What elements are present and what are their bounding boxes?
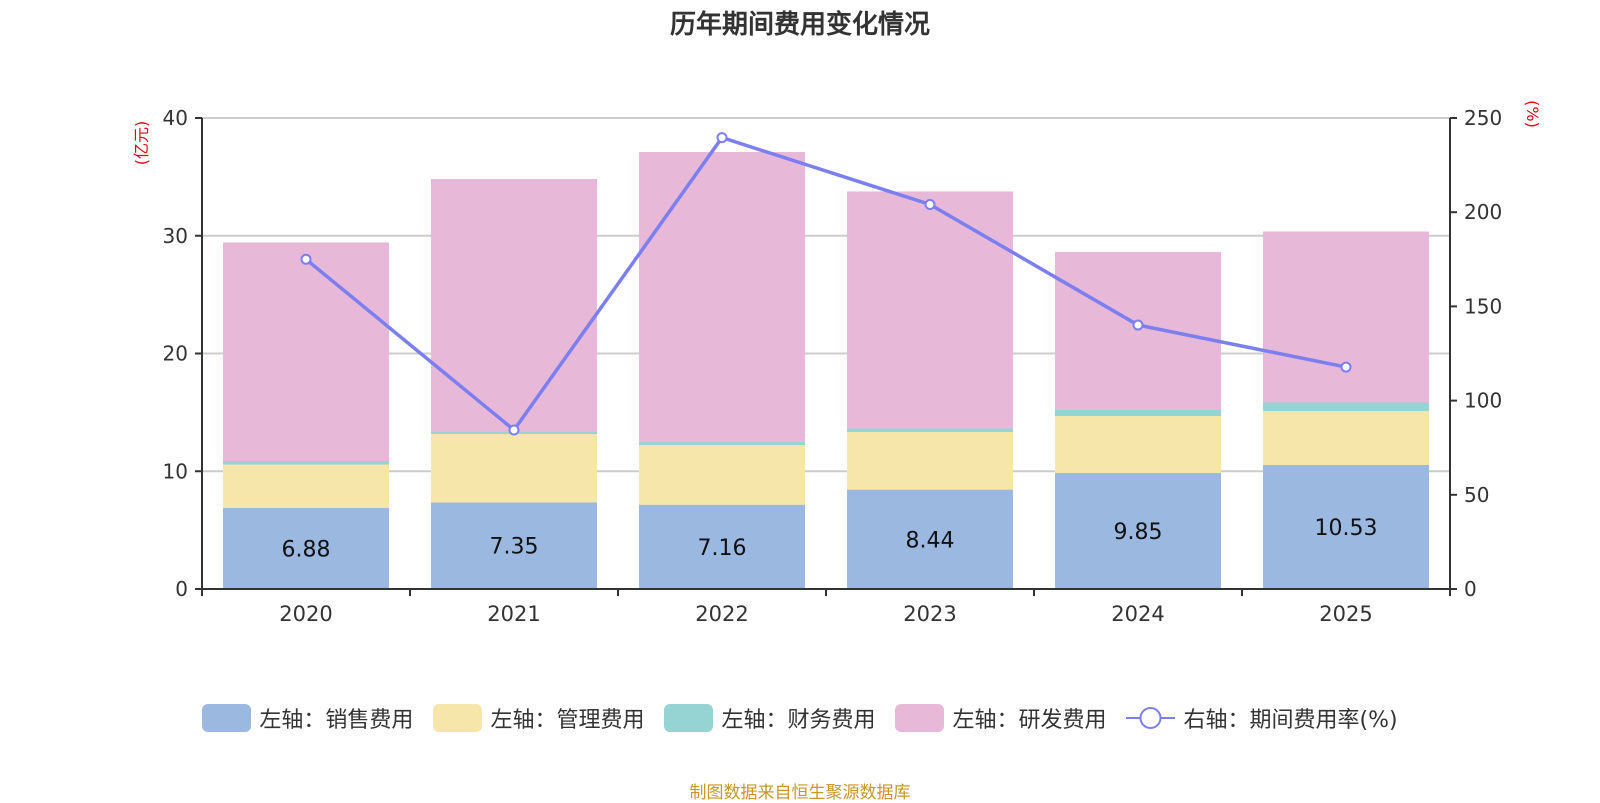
bar-segment-2022-3 xyxy=(639,152,805,443)
legend-item-3[interactable]: 左轴：研发费用 xyxy=(895,702,1106,734)
bar-segment-2022-2 xyxy=(639,442,805,445)
left-tick-label: 0 xyxy=(175,577,188,601)
legend-swatch xyxy=(895,704,945,732)
legend-circle xyxy=(1139,707,1162,729)
line-series xyxy=(300,132,1352,436)
expense-rate-point-2022 xyxy=(716,132,728,144)
legend-label: 左轴：销售费用 xyxy=(259,708,414,733)
bar-segment-2025-0 xyxy=(1263,465,1429,589)
expense-rate-point-2024 xyxy=(1132,319,1144,331)
legend-label: 左轴：研发费用 xyxy=(952,708,1107,733)
bar-segment-2023-2 xyxy=(847,428,1013,433)
right-tick-label: 50 xyxy=(1464,483,1489,507)
chart-title: 历年期间费用变化情况 xyxy=(669,10,930,40)
left-tick-label: 20 xyxy=(163,342,188,366)
left-tick-label: 10 xyxy=(163,459,188,483)
data-label-2023: 8.44 xyxy=(906,528,955,553)
left-tick-label: 40 xyxy=(163,106,188,130)
legend-item-0[interactable]: 左轴：销售费用 xyxy=(202,702,413,734)
data-label-2021: 7.35 xyxy=(490,535,539,560)
x-tick-label: 2020 xyxy=(279,602,332,626)
legend-swatch xyxy=(664,704,714,732)
bar-segment-2025-2 xyxy=(1263,402,1429,411)
right-tick-label: 150 xyxy=(1464,294,1502,318)
data-label-2025: 10.53 xyxy=(1315,516,1378,541)
bar-segment-2020-3 xyxy=(223,242,389,462)
bar-segment-2023-0 xyxy=(847,489,1013,589)
legend-item-1[interactable]: 左轴：管理费用 xyxy=(433,702,644,734)
bar-segment-2021-3 xyxy=(431,178,597,433)
expense-rate-point-2023 xyxy=(924,198,936,210)
bar-segment-2022-1 xyxy=(639,444,805,505)
left-tick-label: 30 xyxy=(163,224,188,248)
legend-item-2[interactable]: 左轴：财务费用 xyxy=(664,702,875,734)
legend-label: 左轴：管理费用 xyxy=(490,708,645,733)
expense-rate-line xyxy=(304,135,1347,432)
bar-segment-2020-1 xyxy=(223,464,389,508)
legend: 左轴：销售费用 左轴：管理费用 左轴：财务费用 左轴：研发费用 右轴：期间费用率(%) xyxy=(0,702,1600,734)
legend-swatch xyxy=(202,704,252,732)
bar-segment-2020-0 xyxy=(223,507,389,589)
expense-rate-point-2020 xyxy=(300,253,312,265)
bar-series xyxy=(223,152,1429,589)
gridlines xyxy=(202,117,1450,473)
bar-segment-2023-1 xyxy=(847,432,1013,490)
bar-segment-2024-1 xyxy=(1055,416,1221,474)
bar-segment-2024-0 xyxy=(1055,473,1221,589)
data-label-2020: 6.88 xyxy=(282,537,331,562)
bar-segment-2021-0 xyxy=(431,502,597,589)
legend-label: 右轴：期间费用率(%) xyxy=(1183,708,1398,733)
right-tick-label: 0 xyxy=(1464,577,1477,601)
bar-segment-2024-2 xyxy=(1055,410,1221,417)
legend-label: 左轴：财务费用 xyxy=(721,708,876,733)
data-label-2022: 7.16 xyxy=(698,536,747,561)
legend-item-4[interactable]: 右轴：期间费用率(%) xyxy=(1126,702,1398,734)
bar-segment-2023-3 xyxy=(847,191,1013,429)
right-tick-label: 250 xyxy=(1464,106,1502,130)
bar-segment-2021-1 xyxy=(431,434,597,503)
bar-segment-2025-1 xyxy=(1263,410,1429,466)
bar-segment-2025-3 xyxy=(1263,231,1429,403)
expense-rate-point-2021 xyxy=(508,424,520,436)
bar-segment-2020-2 xyxy=(223,461,389,465)
expense-rate-point-2025 xyxy=(1340,361,1352,373)
right-tick-label: 100 xyxy=(1464,389,1502,413)
data-source-note: 制图数据来自恒生聚源数据库 xyxy=(689,783,911,803)
axes: 0 10 20 30 40 0 50 100 150 200 250 2020 2021 2022 2023… xyxy=(132,100,1542,626)
x-tick-label: 2022 xyxy=(695,602,748,626)
legend-swatch xyxy=(433,704,483,732)
left-axis-unit-label: (亿元) xyxy=(132,121,151,166)
x-tick-label: 2023 xyxy=(903,602,956,626)
x-tick-label: 2024 xyxy=(1111,602,1164,626)
legend-line-marker-icon xyxy=(1126,707,1176,729)
right-axis-unit-label: (%) xyxy=(1523,100,1542,128)
data-labels: 6.88 7.35 7.16 8.44 9.85 10.53 xyxy=(282,516,1378,562)
x-tick-label: 2021 xyxy=(487,602,540,626)
data-label-2024: 9.85 xyxy=(1114,520,1163,545)
bar-segment-2022-0 xyxy=(639,504,805,589)
right-tick-label: 200 xyxy=(1464,200,1502,224)
bar-segment-2024-3 xyxy=(1055,251,1221,411)
x-tick-label: 2025 xyxy=(1319,602,1372,626)
